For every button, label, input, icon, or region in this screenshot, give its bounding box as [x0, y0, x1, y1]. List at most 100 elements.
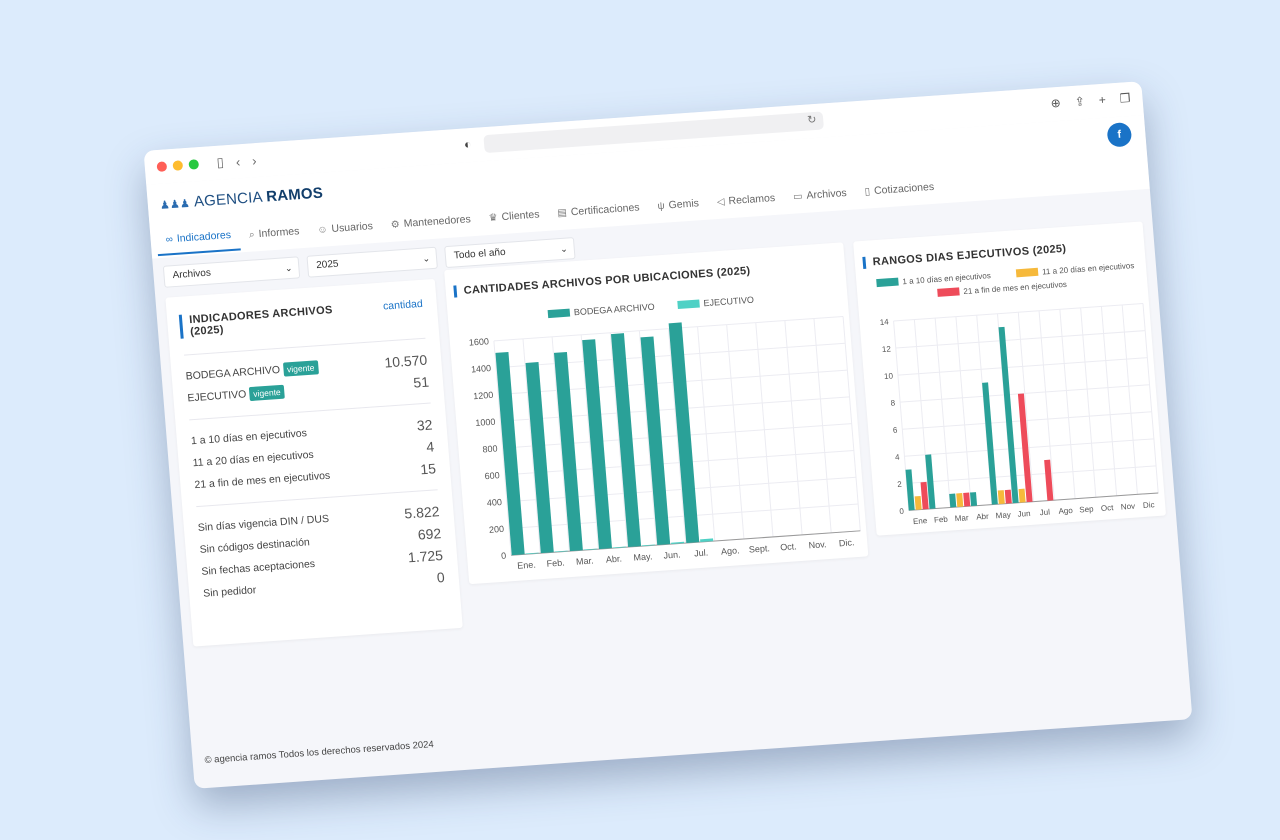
share-icon[interactable]: ⇪	[1074, 94, 1086, 109]
x-tick-label: Jul	[1039, 508, 1050, 518]
type-select-value: Archivos	[172, 267, 212, 282]
tab-indicadores[interactable]: ∞ Indicadores	[155, 222, 242, 257]
y-tick-label: 14	[879, 317, 889, 327]
x-tick-label: Oct.	[780, 541, 797, 552]
tab-informes[interactable]: ⌕ Informes	[239, 218, 310, 251]
bar-may-0	[982, 382, 998, 505]
chevron-down-icon: ⌄	[284, 262, 293, 274]
bar-feb-1	[554, 550, 568, 553]
download-icon[interactable]: ⊕	[1050, 95, 1062, 111]
y-tick-label: 1000	[475, 417, 496, 428]
gridline	[667, 328, 687, 544]
bar-ene-1	[525, 552, 539, 555]
forward-arrow-icon[interactable]: ›	[251, 152, 258, 168]
minimize-window-button[interactable]	[172, 160, 184, 171]
y-tick-label: 1400	[471, 363, 492, 374]
tab-cotizaciones[interactable]: ▯ Cotizaciones	[855, 173, 945, 207]
indicator-group-ranges: 1 a 10 días en ejecutivos 32 11 a 20 días …	[176, 412, 451, 497]
tab-usuarios[interactable]: ☺ Usuarios	[307, 213, 383, 246]
tab-clientes[interactable]: ♛ Clientes	[479, 201, 550, 234]
tab-gemis[interactable]: ψ Gemis	[648, 190, 710, 222]
legend-label: EJECUTIVO	[703, 295, 754, 308]
antenna-icon: ψ	[657, 200, 666, 212]
gridline	[842, 316, 861, 531]
bar-ene-0	[905, 469, 915, 511]
legend-swatch	[1015, 267, 1039, 278]
type-select[interactable]: Archivos ⌄	[162, 256, 301, 288]
tab-label: Archivos	[806, 186, 848, 202]
gridline	[1100, 306, 1118, 496]
tab-mantenedores[interactable]: ⚙ Mantenedores	[381, 206, 481, 241]
y-tick-label: 1200	[473, 390, 494, 401]
x-tick-label: Ago	[1058, 506, 1073, 516]
indicator-value: 1.725	[407, 547, 444, 566]
tab-reclamos[interactable]: ◁ Reclamos	[707, 184, 785, 217]
bar-ene-1	[914, 495, 922, 510]
x-tick-label: Ago.	[721, 545, 740, 556]
tab-label: Cotizaciones	[873, 180, 935, 198]
bar-jul-1	[700, 538, 714, 543]
tab-archivos[interactable]: ▭ Archivos	[783, 179, 857, 212]
year-select[interactable]: 2025 ⌄	[306, 246, 438, 278]
y-tick-label: 4	[895, 453, 901, 462]
chevron-down-icon: ⌄	[559, 243, 569, 255]
y-tick-label: 0	[501, 551, 507, 561]
brand-logo[interactable]: ♟♟♟ AGENCIA RAMOS	[159, 185, 324, 213]
sidebar-toggle-icon[interactable]: ▯	[216, 154, 225, 170]
chevron-down-icon: ⌄	[422, 253, 431, 264]
indicator-label-text: Sin fechas aceptaciones	[200, 557, 316, 578]
indicator-label-text: 1 a 10 días en ejecutivos	[190, 427, 308, 448]
gridline	[551, 336, 570, 552]
gridline	[580, 334, 599, 550]
maximize-window-button[interactable]	[188, 159, 200, 170]
indicator-label: Sin fechas aceptaciones	[201, 558, 316, 578]
bar-jun-0	[998, 326, 1019, 504]
legend-swatch	[677, 299, 700, 310]
bar-jun-1	[1018, 488, 1026, 503]
y-tick-label: 12	[882, 344, 892, 354]
bar-jun-1	[671, 541, 685, 545]
megaphone-icon: ◁	[716, 196, 725, 208]
indicator-value: 0	[436, 568, 446, 586]
ranges-chart-card: RANGOS DIAS EJECUTIVOS (2025) 1 a 10 día…	[853, 221, 1167, 536]
x-tick-label: Nov	[1121, 502, 1136, 512]
gridline	[726, 324, 745, 539]
bar-mar-2	[963, 492, 971, 507]
avatar[interactable]: f	[1106, 121, 1133, 148]
crown-icon: ♛	[488, 211, 499, 224]
x-tick-label: May	[995, 510, 1011, 520]
x-tick-label: Nov.	[808, 539, 827, 550]
x-tick-label: Dic.	[839, 537, 855, 548]
tabs-overview-icon[interactable]: ❐	[1119, 90, 1132, 106]
x-tick-label: Abr	[976, 512, 989, 522]
indicator-label: 1 a 10 días en ejecutivos	[190, 427, 307, 447]
y-tick-label: 800	[482, 443, 498, 454]
bar-jul-0	[668, 322, 700, 543]
x-tick-label: Dic	[1143, 500, 1155, 510]
gridline	[1059, 309, 1076, 499]
gridline	[697, 326, 716, 542]
infinity-icon: ∞	[165, 233, 174, 246]
y-tick-label: 600	[484, 470, 500, 481]
indicator-label: Sin pedidor	[203, 584, 257, 600]
tab-certificaciones[interactable]: ▤ Certificaciones	[547, 194, 649, 229]
reload-icon[interactable]: ↻	[806, 113, 817, 127]
bar-jun-2	[1017, 393, 1033, 503]
cantidad-link[interactable]: cantidad	[382, 297, 424, 313]
new-tab-icon[interactable]: +	[1098, 92, 1107, 108]
bar-abr-0	[582, 339, 612, 550]
bar-abr-1	[612, 546, 626, 549]
bar-feb-0	[525, 362, 554, 554]
y-tick-label: 1600	[469, 336, 490, 347]
x-tick-label: Ene	[913, 516, 928, 526]
user-icon: ☺	[316, 223, 328, 236]
browser-window: ▯ ‹ › ◐ ↻ ⊕ ⇪ + ❐ ♟♟♟ AGENCIA RAMOS f ∞ In…	[143, 81, 1193, 789]
back-arrow-icon[interactable]: ‹	[235, 153, 241, 169]
close-window-button[interactable]	[156, 161, 168, 173]
clipboard-icon: ▤	[556, 207, 568, 219]
tab-label: Mantenedores	[403, 213, 472, 230]
locations-chart-card: CANTIDADES ARCHIVOS POR UBICACIONES (202…	[444, 242, 869, 585]
tab-label: Clientes	[501, 208, 540, 224]
x-tick-label: Sept.	[748, 543, 770, 554]
